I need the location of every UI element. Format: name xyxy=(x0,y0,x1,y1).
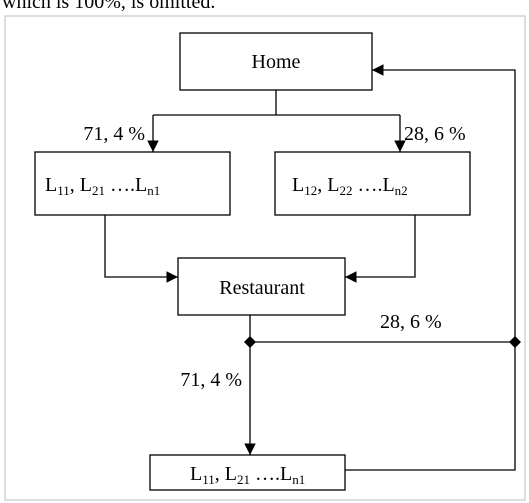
label-part: ….L xyxy=(250,463,292,485)
subscript: n1 xyxy=(147,183,160,198)
node-label: L11, L21 ….Ln1 xyxy=(45,174,160,198)
edge-label: 28, 6 % xyxy=(404,123,466,145)
arrow xyxy=(372,64,516,342)
subscript: n2 xyxy=(395,183,408,198)
subscript: 21 xyxy=(92,183,105,198)
node-label: L11, L21 ….Ln1 xyxy=(190,463,305,487)
label-part: , L xyxy=(215,463,237,485)
junction xyxy=(509,336,521,348)
label-part: ….L xyxy=(352,174,394,196)
subscript: n1 xyxy=(292,472,305,487)
caption: which is 100%, is omitted. xyxy=(2,0,215,13)
node-label: L12, L22 ….Ln2 xyxy=(292,174,408,198)
subscript: 12 xyxy=(304,183,317,198)
node-box xyxy=(149,454,346,491)
node-box xyxy=(34,151,231,216)
label-part: L xyxy=(292,174,304,196)
edge-label: 71, 4 % xyxy=(83,123,145,145)
restaurant-box xyxy=(177,257,346,316)
arrow xyxy=(345,215,416,283)
subscript: 11 xyxy=(57,183,70,198)
frame xyxy=(4,15,526,501)
connector xyxy=(345,342,516,471)
node-label: Restaurant xyxy=(219,277,305,299)
subscript: 11 xyxy=(202,472,215,487)
label-part: ….L xyxy=(105,174,147,196)
edge-label: 28, 6 % xyxy=(380,311,442,333)
connector xyxy=(153,90,400,116)
edge-label: 71, 4 % xyxy=(180,369,242,391)
label-part: L xyxy=(45,174,57,196)
junction xyxy=(244,336,256,348)
subscript: 22 xyxy=(339,183,352,198)
node-box xyxy=(274,151,471,216)
label-part: , L xyxy=(317,174,339,196)
arrow xyxy=(104,215,178,283)
node-label: Home xyxy=(252,51,301,73)
label-part: , L xyxy=(70,174,92,196)
label-part: L xyxy=(190,463,202,485)
subscript: 21 xyxy=(237,472,250,487)
